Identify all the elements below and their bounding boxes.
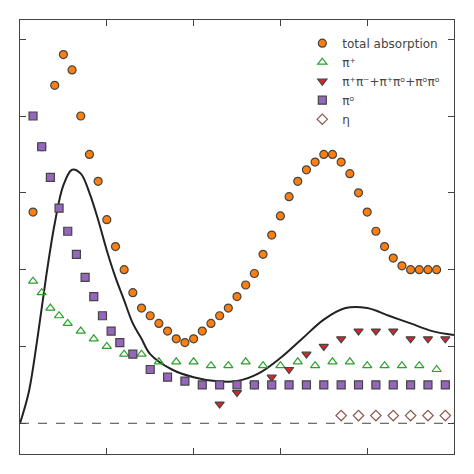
svg-text:π⁺π⁻+π⁺πᵒ+πᵒπᵒ: π⁺π⁻+π⁺πᵒ+πᵒπᵒ: [342, 75, 439, 89]
svg-text:total absorption: total absorption: [342, 37, 437, 51]
svg-text:η: η: [342, 113, 350, 127]
svg-text:πᵒ: πᵒ: [342, 94, 354, 108]
svg-text:π⁺: π⁺: [342, 56, 356, 70]
